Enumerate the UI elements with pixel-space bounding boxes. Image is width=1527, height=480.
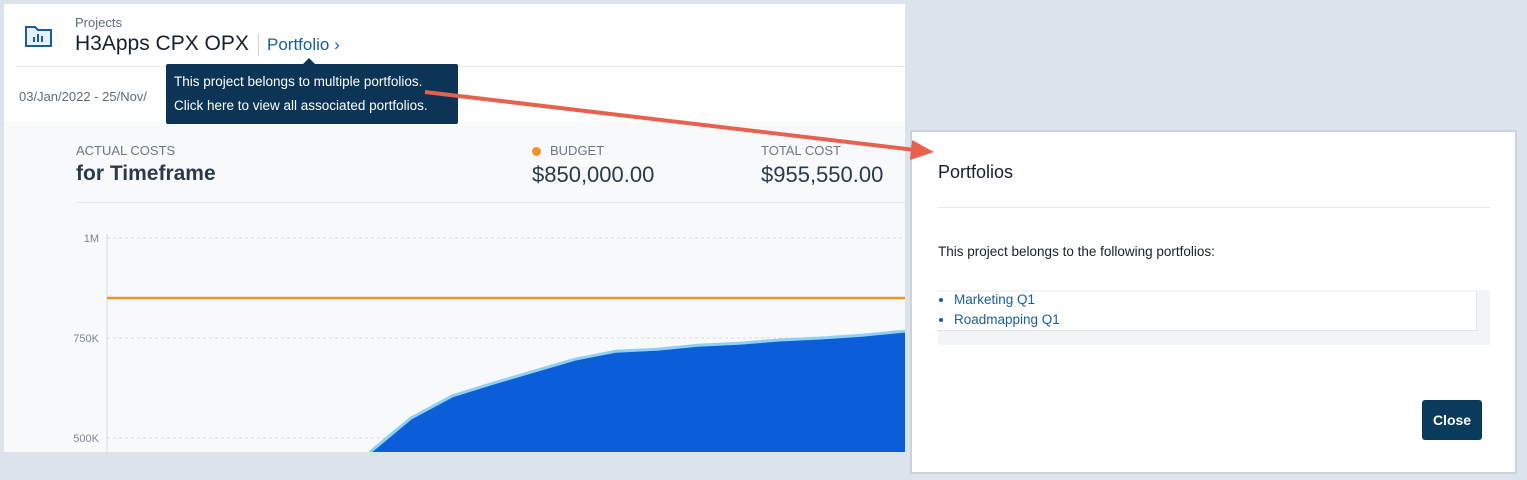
list-box: Marketing Q1Roadmapping Q1 — [938, 290, 1490, 345]
cost-chart: 1M 750K 500K — [73, 233, 905, 452]
divider — [258, 34, 259, 56]
separator — [938, 207, 1490, 208]
portfolio-item[interactable]: Roadmapping Q1 — [954, 310, 1060, 330]
summary-label: ACTUAL COSTS — [76, 143, 176, 158]
y-tick-label: 1M — [84, 233, 99, 245]
modal-intro: This project belongs to the following po… — [938, 244, 1215, 259]
list-inner — [938, 292, 1477, 331]
project-panel: Projects H3Apps CPX OPX Portfolio › 03/J… — [4, 4, 905, 452]
cost-area — [370, 331, 905, 452]
separator — [76, 202, 905, 203]
tooltip[interactable]: This project belongs to multiple portfol… — [166, 64, 458, 124]
date-range: 03/Jan/2022 - 25/Nov/ — [19, 89, 147, 104]
summary-title: for Timeframe — [76, 162, 216, 185]
separator — [16, 66, 905, 67]
modal-title: Portfolios — [938, 162, 1014, 182]
total-cost-value: $955,550.00 — [761, 162, 884, 187]
close-button[interactable]: Close — [1422, 400, 1482, 440]
breadcrumb: Projects — [75, 15, 122, 30]
cost-line — [369, 329, 905, 452]
portfolio-item[interactable]: Marketing Q1 — [954, 290, 1060, 310]
y-tick-label: 750K — [73, 333, 99, 345]
y-tick-label: 500K — [73, 433, 99, 445]
project-icon — [25, 26, 52, 47]
portfolio-list: Marketing Q1Roadmapping Q1 — [938, 290, 1060, 330]
project-title: H3Apps CPX OPX — [75, 32, 249, 55]
tooltip-caret — [302, 58, 316, 65]
portfolios-modal: Portfolios This project belongs to the f… — [910, 130, 1517, 474]
portfolio-link[interactable]: Portfolio › — [267, 35, 340, 54]
budget-value: $850,000.00 — [532, 162, 655, 187]
